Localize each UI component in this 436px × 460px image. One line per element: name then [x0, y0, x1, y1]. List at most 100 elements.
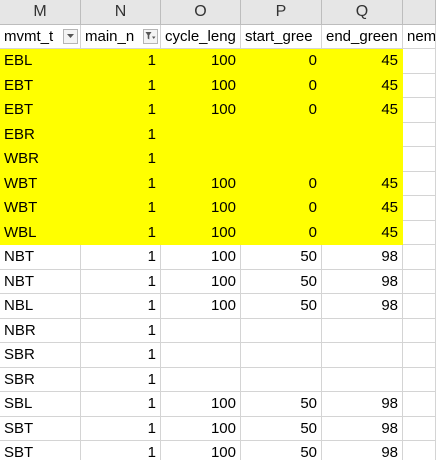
column-header-q[interactable]: Q	[322, 0, 403, 25]
cell-cycle[interactable]	[161, 367, 241, 392]
cell-main[interactable]: 1	[81, 318, 161, 343]
cell-empty[interactable]	[403, 122, 436, 147]
cell-mvmt[interactable]: WBL	[0, 220, 81, 245]
filter-dropdown-icon[interactable]	[63, 28, 78, 44]
cell-empty[interactable]	[403, 220, 436, 245]
cell-start[interactable]: 50	[241, 416, 322, 441]
cell-mvmt[interactable]: NBT	[0, 269, 81, 294]
cell-start[interactable]	[241, 122, 322, 147]
cell-empty[interactable]	[403, 392, 436, 417]
cell-empty[interactable]	[403, 147, 436, 172]
cell-end[interactable]	[322, 122, 403, 147]
cell-main[interactable]: 1	[81, 245, 161, 270]
cell-main[interactable]: 1	[81, 441, 161, 460]
cell-cycle[interactable]: 100	[161, 196, 241, 221]
cell-end[interactable]: 45	[322, 98, 403, 123]
cell-mvmt[interactable]: WBR	[0, 147, 81, 172]
cell-cycle[interactable]: 100	[161, 98, 241, 123]
cell-cycle[interactable]	[161, 318, 241, 343]
cell-mvmt[interactable]: NBL	[0, 294, 81, 319]
cell-start[interactable]: 50	[241, 294, 322, 319]
cell-mvmt[interactable]: NBR	[0, 318, 81, 343]
cell-cycle[interactable]: 100	[161, 245, 241, 270]
cell-cycle[interactable]: 100	[161, 220, 241, 245]
cell-cycle[interactable]: 100	[161, 73, 241, 98]
cell-start[interactable]: 50	[241, 269, 322, 294]
cell-end[interactable]: 45	[322, 171, 403, 196]
cell-main[interactable]: 1	[81, 392, 161, 417]
cell-cycle[interactable]: 100	[161, 392, 241, 417]
cell-end[interactable]: 98	[322, 245, 403, 270]
cell-empty[interactable]	[403, 269, 436, 294]
header-cell-3[interactable]: start_gree	[241, 24, 322, 49]
column-header-r[interactable]	[403, 0, 436, 25]
cell-start[interactable]: 0	[241, 49, 322, 74]
cell-empty[interactable]	[403, 98, 436, 123]
cell-mvmt[interactable]: SBR	[0, 367, 81, 392]
cell-empty[interactable]	[403, 196, 436, 221]
cell-end[interactable]	[322, 367, 403, 392]
cell-start[interactable]: 0	[241, 171, 322, 196]
cell-cycle[interactable]: 100	[161, 49, 241, 74]
cell-start[interactable]: 0	[241, 98, 322, 123]
cell-end[interactable]: 45	[322, 196, 403, 221]
cell-empty[interactable]	[403, 49, 436, 74]
cell-start[interactable]: 0	[241, 196, 322, 221]
cell-empty[interactable]	[403, 318, 436, 343]
cell-end[interactable]: 98	[322, 392, 403, 417]
cell-main[interactable]: 1	[81, 343, 161, 368]
cell-cycle[interactable]: 100	[161, 441, 241, 460]
cell-start[interactable]: 0	[241, 220, 322, 245]
cell-cycle[interactable]	[161, 343, 241, 368]
cell-mvmt[interactable]: EBL	[0, 49, 81, 74]
cell-start[interactable]: 50	[241, 245, 322, 270]
header-cell-5[interactable]: nem	[403, 24, 436, 49]
cell-empty[interactable]	[403, 343, 436, 368]
cell-start[interactable]: 50	[241, 392, 322, 417]
cell-mvmt[interactable]: SBR	[0, 343, 81, 368]
cell-empty[interactable]	[403, 245, 436, 270]
cell-end[interactable]: 45	[322, 73, 403, 98]
cell-main[interactable]: 1	[81, 147, 161, 172]
cell-empty[interactable]	[403, 367, 436, 392]
cell-main[interactable]: 1	[81, 49, 161, 74]
column-header-n[interactable]: N	[81, 0, 161, 25]
cell-main[interactable]: 1	[81, 269, 161, 294]
cell-start[interactable]	[241, 343, 322, 368]
cell-empty[interactable]	[403, 416, 436, 441]
cell-mvmt[interactable]: EBT	[0, 98, 81, 123]
cell-cycle[interactable]: 100	[161, 416, 241, 441]
cell-cycle[interactable]: 100	[161, 269, 241, 294]
cell-mvmt[interactable]: SBT	[0, 416, 81, 441]
cell-mvmt[interactable]: WBT	[0, 171, 81, 196]
cell-end[interactable]: 98	[322, 269, 403, 294]
header-cell-1[interactable]: main_n	[81, 24, 161, 49]
cell-main[interactable]: 1	[81, 367, 161, 392]
header-cell-0[interactable]: mvmt_t	[0, 24, 81, 49]
cell-cycle[interactable]: 100	[161, 294, 241, 319]
cell-main[interactable]: 1	[81, 196, 161, 221]
cell-main[interactable]: 1	[81, 122, 161, 147]
header-cell-2[interactable]: cycle_leng	[161, 24, 241, 49]
cell-end[interactable]: 45	[322, 220, 403, 245]
cell-end[interactable]	[322, 147, 403, 172]
column-header-m[interactable]: M	[0, 0, 81, 25]
cell-cycle[interactable]	[161, 122, 241, 147]
cell-empty[interactable]	[403, 441, 436, 460]
cell-end[interactable]: 98	[322, 294, 403, 319]
cell-start[interactable]	[241, 147, 322, 172]
cell-end[interactable]: 45	[322, 49, 403, 74]
cell-main[interactable]: 1	[81, 220, 161, 245]
cell-empty[interactable]	[403, 171, 436, 196]
cell-main[interactable]: 1	[81, 416, 161, 441]
cell-start[interactable]: 50	[241, 441, 322, 460]
cell-end[interactable]: 98	[322, 416, 403, 441]
cell-end[interactable]	[322, 318, 403, 343]
cell-empty[interactable]	[403, 73, 436, 98]
cell-main[interactable]: 1	[81, 171, 161, 196]
cell-main[interactable]: 1	[81, 73, 161, 98]
cell-empty[interactable]	[403, 294, 436, 319]
cell-main[interactable]: 1	[81, 294, 161, 319]
filter-active-icon[interactable]	[143, 28, 158, 44]
column-header-p[interactable]: P	[241, 0, 322, 25]
